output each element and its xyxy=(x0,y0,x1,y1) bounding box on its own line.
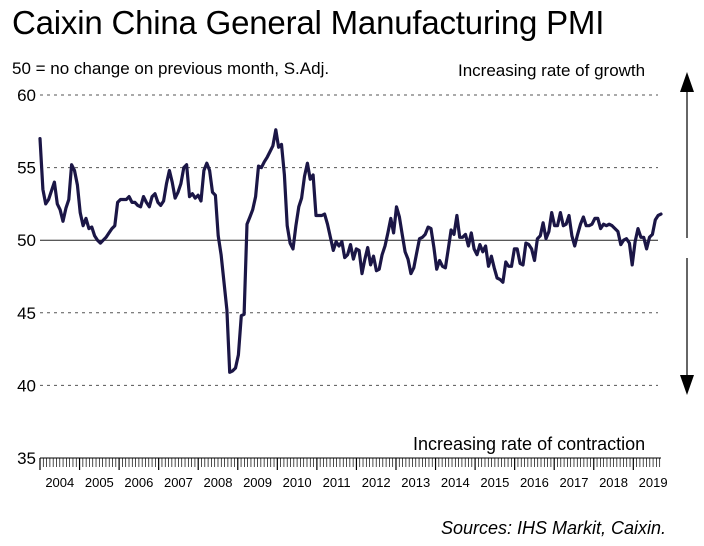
y-axis: 60 55 50 45 40 35 xyxy=(17,86,36,468)
chart-subtitle: 50 = no change on previous month, S.Adj. xyxy=(12,59,330,78)
pmi-series-line xyxy=(38,128,663,374)
x-axis: 2004 2005 2006 2007 2008 2009 2010 2011 2012 2013… xyxy=(39,457,668,490)
growth-annotation: Increasing rate of growth xyxy=(458,61,646,80)
gridlines xyxy=(40,94,658,386)
x-tick-label: 2005 xyxy=(85,475,114,490)
x-tick-label: 2009 xyxy=(243,475,272,490)
x-tick-label: 2014 xyxy=(441,475,470,490)
x-tick-label: 2008 xyxy=(204,475,233,490)
contraction-arrowhead xyxy=(680,375,694,395)
x-tick-label: 2013 xyxy=(401,475,430,490)
x-tick-label: 2016 xyxy=(520,475,549,490)
x-tick-label: 2017 xyxy=(560,475,589,490)
x-tick-label: 2015 xyxy=(480,475,509,490)
y-tick-label: 45 xyxy=(17,304,36,323)
growth-arrowhead xyxy=(680,72,694,92)
x-tick-label: 2004 xyxy=(45,475,74,490)
x-tick-label: 2007 xyxy=(164,475,193,490)
series-layer xyxy=(38,128,663,374)
chart-title: Caixin China General Manufacturing PMI xyxy=(12,4,605,41)
y-tick-label: 50 xyxy=(17,231,36,250)
x-tick-label: 2006 xyxy=(124,475,153,490)
direction-arrows xyxy=(680,72,694,395)
y-tick-label: 55 xyxy=(17,159,36,178)
x-tick-label: 2012 xyxy=(362,475,391,490)
x-tick-label: 2011 xyxy=(323,475,351,490)
y-tick-label: 60 xyxy=(17,86,36,105)
x-tick-label: 2018 xyxy=(599,475,628,490)
y-tick-label: 40 xyxy=(17,376,36,395)
contraction-annotation: Increasing rate of contraction xyxy=(413,434,646,454)
y-tick-label: 35 xyxy=(17,449,36,468)
x-tick-label: 2010 xyxy=(283,475,312,490)
source-note: Sources: IHS Markit, Caixin. xyxy=(440,518,666,538)
x-tick-label: 2019 xyxy=(639,475,668,490)
